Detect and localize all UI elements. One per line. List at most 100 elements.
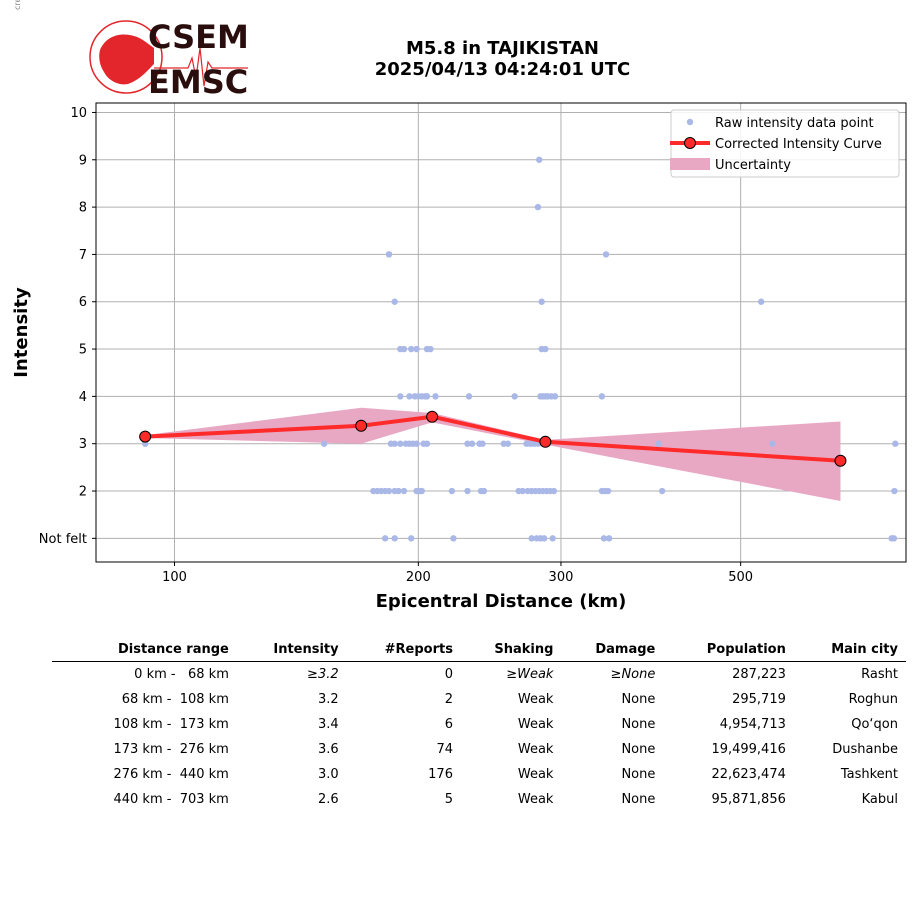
raw-data-point [408, 345, 415, 353]
raw-data-point [418, 487, 426, 495]
logo-seismograph-icon [154, 47, 248, 87]
raw-data-point [423, 393, 431, 400]
y-axis-label: Intensity [11, 287, 32, 378]
title-line1: M5.8 in TAJIKISTAN [405, 38, 599, 59]
table-row: 173 km - 276 km 3.6 74 Weak None 19,499,… [52, 737, 906, 762]
legend-uncertainty-swatch [670, 158, 710, 170]
title-line2: 2025/04/13 04:24:01 UTC [374, 59, 631, 80]
raw-data-point [464, 440, 471, 447]
legend-curve-label: Corrected Intensity Curve [715, 137, 882, 152]
x-axis-label: Epicentral Distance (km) [376, 591, 627, 612]
cell-reports: 2 [444, 692, 453, 707]
cell-damage: ≥None [610, 667, 656, 682]
y-tick-label: 2 [79, 485, 87, 500]
y-tick-label: Not felt [39, 532, 87, 547]
y-tick-label: 7 [79, 248, 87, 263]
cell-damage: None [621, 717, 656, 732]
cell-damage: None [621, 742, 656, 757]
cell-reports: 74 [436, 742, 453, 757]
raw-data-point [464, 487, 471, 495]
cell-reports: 6 [444, 717, 453, 732]
cell-shaking: Weak [517, 742, 554, 757]
raw-data-point [423, 440, 431, 447]
raw-data-point [391, 535, 398, 542]
cell-damage: None [621, 692, 656, 707]
y-tick-label: 6 [79, 295, 87, 310]
logo-line2: EMSC [148, 63, 248, 96]
cell-intensity: 3.0 [317, 767, 339, 782]
cell-range: 108 km - 173 km [113, 717, 229, 732]
raw-data-point [480, 487, 488, 495]
logo-globe [89, 20, 163, 94]
table-header-row: Distance range Intensity #Reports Shakin… [52, 638, 906, 662]
cell-city: Tashkent [840, 767, 898, 782]
raw-data-point [320, 440, 328, 447]
corrected-curve-marker [139, 430, 152, 443]
raw-data-point [391, 298, 398, 305]
x-tick-label: 200 [406, 570, 431, 585]
raw-data-point [655, 440, 662, 447]
raw-data-point [549, 535, 556, 542]
table-row: 0 km - 68 km ≥3.2 0 ≥Weak ≥None 287,223 … [52, 662, 906, 688]
raw-data-point [432, 393, 439, 400]
raw-data-point [658, 487, 666, 495]
cell-city: Rasht [861, 667, 898, 682]
plot-frame [95, 102, 907, 563]
y-tick-label: 5 [79, 343, 87, 358]
raw-data-point [397, 393, 404, 400]
cell-reports: 5 [444, 792, 453, 807]
cell-shaking: Weak [517, 692, 554, 707]
raw-data-point [534, 203, 542, 211]
cell-range: 440 km - 703 km [113, 792, 229, 807]
col-intensity: Intensity [236, 638, 347, 662]
raw-data-point [395, 487, 402, 495]
cell-range: 0 km - 68 km [134, 667, 229, 682]
raw-data-point [600, 535, 608, 542]
raw-data-point [413, 345, 420, 353]
table-row: 440 km - 703 km 2.6 5 Weak None 95,871,8… [52, 787, 906, 812]
logo-continents-icon [99, 34, 154, 85]
raw-data-point [385, 487, 393, 495]
cell-city: Roghun [848, 692, 898, 707]
col-reports: #Reports [346, 638, 461, 662]
corrected-curve-marker [426, 410, 439, 423]
raw-data-point [413, 440, 420, 447]
raw-data-point [542, 345, 549, 353]
cell-population: 95,871,856 [711, 792, 786, 807]
cell-reports: 176 [428, 767, 453, 782]
cell-city: Kabul [861, 792, 898, 807]
cell-shaking: Weak [517, 717, 554, 732]
raw-data-point [408, 535, 415, 542]
legend-curve-marker [684, 137, 696, 149]
cell-intensity: ≥3.2 [307, 667, 339, 682]
intensity-chart: 100 200 300 500 Not felt 2 3 4 5 6 7 8 9 10 Epicentral… [11, 102, 907, 612]
raw-data-point [550, 487, 558, 495]
raw-data-point [391, 440, 398, 447]
table-row: 276 km - 440 km 3.0 176 Weak None 22,623… [52, 762, 906, 787]
cell-population: 19,499,416 [711, 742, 786, 757]
corrected-curve-marker [834, 454, 847, 467]
cell-range: 68 km - 108 km [121, 692, 229, 707]
raw-data-point [605, 535, 613, 542]
col-main-city: Main city [793, 638, 906, 662]
cell-range: 173 km - 276 km [113, 742, 229, 757]
raw-data-point [397, 440, 404, 447]
y-tick-label: 4 [79, 390, 87, 405]
raw-data-point [427, 345, 434, 353]
col-distance-range: Distance range [52, 638, 237, 662]
cell-city: Dushanbe [832, 742, 898, 757]
cell-intensity: 2.6 [317, 792, 339, 807]
raw-data-point [511, 393, 518, 400]
raw-data-point [400, 345, 408, 353]
x-tick-label: 500 [728, 570, 753, 585]
y-tick-label: 10 [70, 106, 87, 121]
raw-data-point [400, 487, 408, 495]
table-row: 108 km - 173 km 3.4 6 Weak None 4,954,71… [52, 712, 906, 737]
corrected-curve-marker [539, 435, 552, 448]
raw-data-point [891, 487, 898, 495]
cell-shaking: Weak [517, 792, 554, 807]
cell-range: 276 km - 440 km [113, 767, 229, 782]
col-damage: Damage [561, 638, 664, 662]
col-shaking: Shaking [460, 638, 562, 662]
summary-table: Distance range Intensity #Reports Shakin… [52, 638, 906, 812]
